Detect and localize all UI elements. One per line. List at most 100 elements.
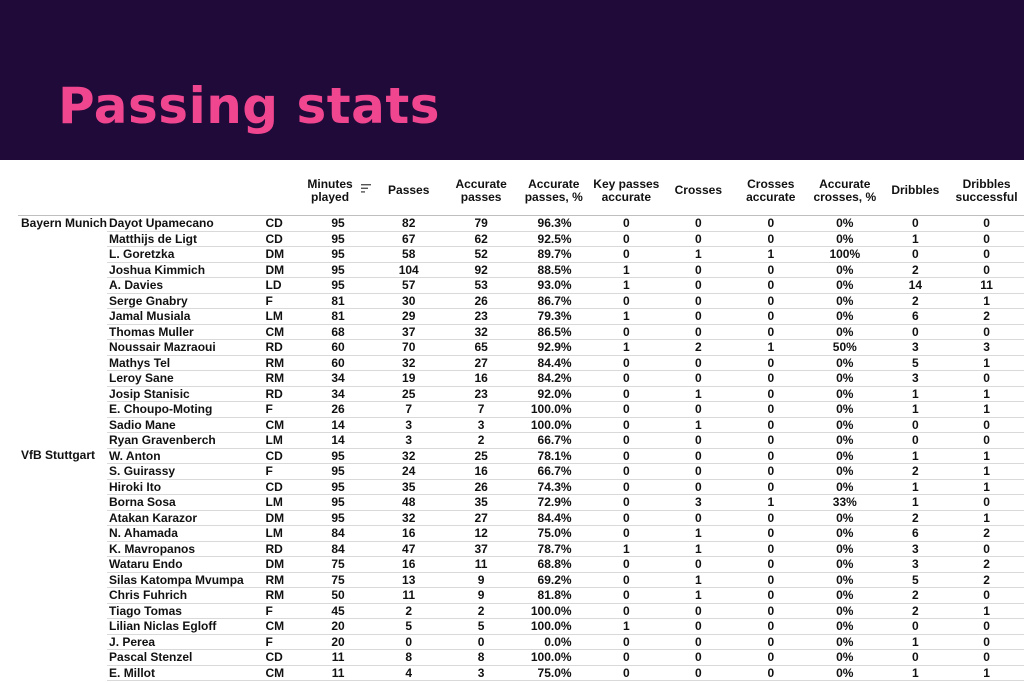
passes: 32 <box>373 448 445 464</box>
passing-stats-table: Minutes played Passes Accurate passes Ac… <box>18 166 1024 681</box>
crosses: 2 <box>663 339 734 356</box>
accurate-passes: 16 <box>444 463 518 480</box>
dribbles: 3 <box>881 370 950 387</box>
minutes-played: 34 <box>303 386 374 402</box>
crosses: 1 <box>663 525 734 542</box>
player-position: CD <box>263 448 304 464</box>
accurate-passes-pct: 92.0% <box>517 386 590 402</box>
minutes-played: 95 <box>303 277 374 294</box>
crosses: 1 <box>663 541 734 557</box>
dribbles-successful: 1 <box>949 448 1024 464</box>
minutes-played: 95 <box>303 448 374 464</box>
crosses: 0 <box>663 463 734 480</box>
key-passes-accurate: 0 <box>589 432 664 449</box>
accurate-passes: 37 <box>444 541 518 557</box>
accurate-crosses-pct: 0% <box>808 634 882 650</box>
table-body: Bayern Munich Dayot Upamecano CD 95 82 79 96.3… <box>18 215 1024 681</box>
player-position: LM <box>263 525 304 542</box>
accurate-passes: 26 <box>444 293 518 309</box>
player-name: Silas Katompa Mvumpa <box>107 572 264 588</box>
player-name: Tiago Tomas <box>107 603 264 619</box>
accurate-passes-pct: 92.5% <box>517 231 590 247</box>
minutes-played: 95 <box>303 494 374 511</box>
crosses-accurate: 0 <box>733 308 809 325</box>
accurate-passes-pct: 81.8% <box>517 587 590 604</box>
player-name: Mathys Tel <box>107 355 264 371</box>
player-position: CD <box>263 215 304 232</box>
dribbles-successful: 1 <box>949 479 1024 495</box>
table-row: Joshua Kimmich DM 95 104 92 88.5% 1 0 0 0% 2 0 <box>18 262 1024 278</box>
accurate-passes: 27 <box>444 355 518 371</box>
dribbles: 2 <box>881 262 950 278</box>
accurate-passes-pct: 84.4% <box>517 355 590 371</box>
crosses-accurate: 0 <box>733 603 809 619</box>
minutes-played-label: Minutes played <box>307 176 353 204</box>
crosses-accurate: 0 <box>733 618 809 635</box>
sort-descending-icon[interactable] <box>361 184 372 197</box>
crosses-accurate: 0 <box>733 556 809 573</box>
key-passes-accurate: 0 <box>589 510 664 526</box>
player-name: Leroy Sane <box>107 370 264 387</box>
dribbles: 1 <box>881 479 950 495</box>
key-passes-accurate: 1 <box>589 541 664 557</box>
accurate-crosses-pct: 0% <box>808 231 882 247</box>
accurate-passes: 8 <box>444 649 518 666</box>
player-position: CM <box>263 324 304 340</box>
crosses: 0 <box>663 401 734 418</box>
dribbles: 2 <box>881 587 950 604</box>
dribbles: 0 <box>881 324 950 340</box>
table-row: Pascal Stenzel CD 11 8 8 100.0% 0 0 0 0% 0 0 <box>18 649 1024 666</box>
minutes-played-header[interactable]: Minutes played <box>303 166 374 216</box>
player-position: LM <box>263 308 304 325</box>
crosses: 0 <box>663 262 734 278</box>
passes: 58 <box>373 246 445 263</box>
passes: 48 <box>373 494 445 511</box>
crosses-accurate: 1 <box>733 339 809 356</box>
key-passes-accurate: 0 <box>589 448 664 464</box>
accurate-passes: 35 <box>444 494 518 511</box>
key-passes-accurate: 0 <box>589 572 664 588</box>
dribbles-successful: 0 <box>949 587 1024 604</box>
minutes-played: 95 <box>303 246 374 263</box>
player-name: Ryan Gravenberch <box>107 432 264 449</box>
passes: 5 <box>373 618 445 635</box>
minutes-played: 11 <box>303 665 374 681</box>
player-name: Atakan Karazor <box>107 510 264 526</box>
accurate-passes: 52 <box>444 246 518 263</box>
accurate-passes-pct: 74.3% <box>517 479 590 495</box>
dribbles: 6 <box>881 525 950 542</box>
crosses: 0 <box>663 603 734 619</box>
crosses: 0 <box>663 324 734 340</box>
accurate-passes-pct: 84.2% <box>517 370 590 387</box>
crosses: 1 <box>663 246 734 263</box>
key-passes-accurate: 0 <box>589 556 664 573</box>
player-name: Chris Fuhrich <box>107 587 264 604</box>
minutes-played: 81 <box>303 293 374 309</box>
accurate-passes: 12 <box>444 525 518 542</box>
passes: 29 <box>373 308 445 325</box>
player-name: E. Choupo-Moting <box>107 401 264 418</box>
crosses: 0 <box>663 665 734 681</box>
table-row: L. Goretzka DM 95 58 52 89.7% 0 1 1 100% 0 0 <box>18 246 1024 263</box>
crosses: 0 <box>663 634 734 650</box>
table-row: Noussair Mazraoui RD 60 70 65 92.9% 1 2 1 50% 3 3 <box>18 339 1024 356</box>
key-passes-accurate: 0 <box>589 355 664 371</box>
player-position: F <box>263 634 304 650</box>
table-row: E. Millot CM 11 4 3 75.0% 0 0 0 0% 1 1 <box>18 665 1024 681</box>
dribbles: 1 <box>881 401 950 418</box>
dribbles: 0 <box>881 215 950 232</box>
accurate-passes: 65 <box>444 339 518 356</box>
crosses-accurate: 0 <box>733 649 809 666</box>
accurate-passes: 3 <box>444 417 518 433</box>
key-passes-accurate: 0 <box>589 665 664 681</box>
key-passes-accurate: 0 <box>589 215 664 232</box>
player-position: DM <box>263 262 304 278</box>
accurate-crosses-pct: 0% <box>808 603 882 619</box>
passes: 32 <box>373 510 445 526</box>
dribbles-successful: 0 <box>949 215 1024 232</box>
accurate-passes: 0 <box>444 634 518 650</box>
accurate-passes-pct: 96.3% <box>517 215 590 232</box>
accurate-crosses-pct: 100% <box>808 246 882 263</box>
table-row: Silas Katompa Mvumpa RM 75 13 9 69.2% 0 1 0 0% 5 2 <box>18 572 1024 588</box>
accurate-passes: 27 <box>444 510 518 526</box>
